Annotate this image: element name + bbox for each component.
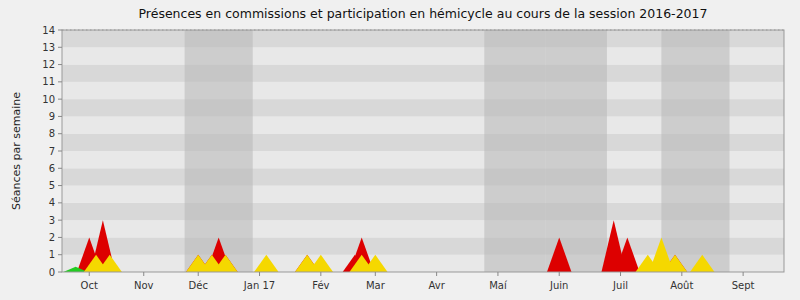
x-tick-label: Maí [489, 280, 508, 291]
x-tick [259, 272, 260, 276]
x-tick-label: Sept [732, 280, 755, 291]
y-tick [58, 64, 62, 65]
x-tick-label: Nov [134, 280, 154, 291]
background [0, 0, 800, 300]
shaded-range [661, 30, 729, 272]
x-tick-label: Avr [428, 280, 445, 291]
x-tick-label: Oct [81, 280, 98, 291]
x-tick-label: Juin [549, 280, 568, 291]
peak [615, 237, 640, 272]
y-tick-label: 8 [49, 128, 55, 139]
y-tick [58, 133, 62, 134]
x-tick [497, 272, 498, 276]
y-tick-label: 2 [49, 232, 55, 243]
x-tick [436, 272, 437, 276]
y-tick [58, 30, 62, 31]
chart: 01234567891011121314OctNovDécJan 17FévMa… [0, 0, 800, 300]
x-tick-label: Fév [312, 280, 329, 291]
peak [690, 255, 715, 272]
peak [63, 267, 88, 272]
x-tick-label: Déc [189, 280, 208, 291]
y-tick-label: 14 [42, 25, 55, 36]
y-tick [58, 185, 62, 186]
x-tick [198, 272, 199, 276]
x-tick [620, 272, 621, 276]
x-tick [320, 272, 321, 276]
x-tick [681, 272, 682, 276]
grid-stripe [62, 255, 784, 272]
x-tick [143, 272, 144, 276]
y-tick-label: 7 [49, 146, 55, 157]
y-tick [58, 272, 62, 273]
x-tick-label: Mar [366, 280, 386, 291]
y-tick-label: 6 [49, 163, 55, 174]
y-tick [58, 151, 62, 152]
y-tick [58, 116, 62, 117]
x-tick [559, 272, 560, 276]
y-tick-label: 11 [42, 76, 55, 87]
y-tick [58, 47, 62, 48]
y-tick-label: 1 [49, 249, 55, 260]
peak [547, 237, 572, 272]
shaded-range [546, 30, 607, 272]
y-tick-label: 13 [42, 42, 55, 53]
x-tick-label: Août [670, 280, 693, 291]
y-tick [58, 237, 62, 238]
title: Présences en commissions et participatio… [139, 6, 708, 21]
y-axis-label: Séances par semaine [10, 92, 23, 210]
shaded-range [185, 30, 253, 272]
x-tick-label: Jan 17 [243, 280, 275, 291]
y-tick-label: 3 [49, 215, 55, 226]
shaded-range [484, 30, 545, 272]
y-tick [58, 220, 62, 221]
plot-frame [62, 30, 784, 272]
x-tick [743, 272, 744, 276]
y-tick [58, 168, 62, 169]
y-tick-label: 5 [49, 180, 55, 191]
x-tick-label: Juil [612, 280, 628, 291]
x-tick [375, 272, 376, 276]
y-tick-label: 4 [49, 197, 55, 208]
y-tick-label: 9 [49, 111, 55, 122]
peak [309, 255, 334, 272]
peak [213, 255, 238, 272]
y-tick [58, 254, 62, 255]
y-tick-label: 0 [49, 267, 55, 278]
y-tick [58, 202, 62, 203]
y-tick-label: 10 [42, 94, 55, 105]
peak [97, 255, 122, 272]
y-tick-label: 12 [42, 59, 55, 70]
x-tick [89, 272, 90, 276]
y-tick [58, 81, 62, 82]
peak [254, 255, 279, 272]
y-tick [58, 99, 62, 100]
plot-area [62, 30, 784, 272]
peak [663, 255, 688, 272]
peak [363, 255, 388, 272]
